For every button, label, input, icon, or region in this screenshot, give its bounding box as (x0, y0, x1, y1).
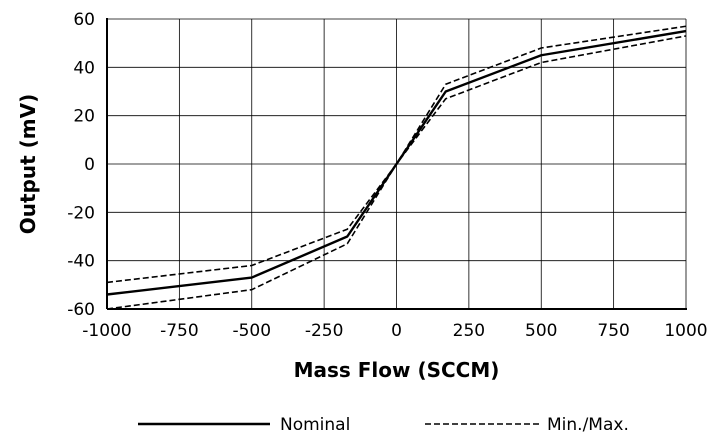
x-tick-label: -1000 (82, 321, 131, 341)
y-tick-label: 20 (73, 107, 95, 127)
x-tick-label: -500 (232, 321, 271, 341)
x-tick-label: -250 (305, 321, 344, 341)
series-line-min (106, 35, 687, 310)
y-tick-label: 0 (84, 155, 95, 175)
legend-label-min-max: Min./Max. (547, 415, 629, 433)
x-tick-label: 750 (597, 321, 629, 341)
x-tick-label: 1000 (664, 321, 707, 341)
y-tick-label: -40 (67, 252, 95, 272)
axes (106, 18, 687, 310)
x-tick-labels: -1000 -750 -500 -250 0 250 500 750 1000 (82, 321, 707, 341)
y-tick-label: 40 (73, 58, 95, 78)
y-tick-label: 60 (73, 10, 95, 30)
legend-label-nominal: Nominal (280, 415, 350, 433)
series-layer (106, 25, 687, 310)
y-tick-label: -60 (67, 300, 95, 320)
y-axis-title: Output (mV) (16, 94, 40, 234)
y-tick-label: -20 (67, 203, 95, 223)
x-tick-label: 500 (525, 321, 557, 341)
legend: Nominal Min./Max. (138, 415, 629, 433)
x-tick-label: 250 (453, 321, 485, 341)
x-axis-title: Mass Flow (SCCM) (294, 358, 500, 382)
y-tick-labels: -60 -40 -20 0 20 40 60 (67, 10, 95, 320)
x-tick-label: 0 (391, 321, 402, 341)
x-tick-label: -750 (160, 321, 199, 341)
